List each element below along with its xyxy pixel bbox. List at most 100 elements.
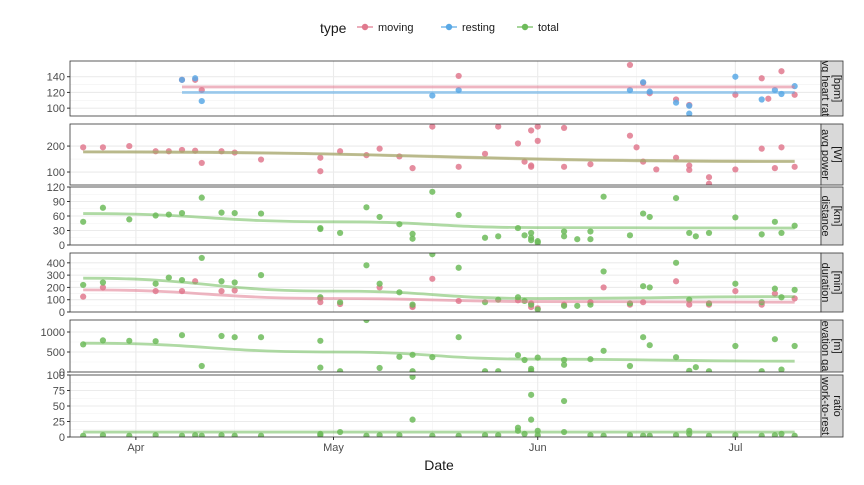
data-point-total — [409, 416, 416, 423]
data-point-total — [560, 228, 568, 235]
data-point-total — [646, 213, 653, 221]
data-point-moving — [455, 163, 462, 170]
facet-strip: duration [min] — [820, 252, 844, 313]
data-point-total — [257, 272, 265, 279]
data-point-total — [791, 342, 798, 350]
y-tick-label: 75 — [53, 386, 65, 398]
panel-background — [70, 124, 821, 185]
panel-data — [178, 61, 798, 116]
data-point-total — [495, 368, 502, 372]
data-point-total — [455, 334, 462, 341]
data-point-moving — [409, 165, 416, 172]
data-point-total — [376, 213, 383, 221]
data-point-total — [626, 362, 634, 370]
data-point-total — [521, 232, 528, 239]
trend-line-moving — [83, 288, 795, 304]
data-point-resting — [672, 99, 680, 106]
data-point-resting — [732, 73, 739, 80]
data-point-moving — [495, 124, 502, 130]
data-point-total — [732, 280, 739, 287]
panel: 0 30 60 90 120 distance [km] — [47, 182, 844, 252]
data-point-total — [732, 214, 739, 221]
y-tick-label: 30 — [53, 226, 65, 238]
data-point-total — [560, 397, 568, 405]
data-point-moving — [587, 161, 594, 168]
data-point-total — [672, 195, 680, 202]
panel-background — [70, 61, 821, 116]
strip-label: avg heart rate — [819, 55, 831, 123]
y-tick-label: 200 — [47, 141, 65, 153]
facet-strip: elevation gain [m] — [820, 319, 844, 373]
data-point-moving — [429, 275, 436, 282]
data-point-moving — [778, 144, 785, 151]
data-point-total — [218, 332, 225, 340]
data-point-total — [409, 375, 416, 380]
legend-title: type — [320, 20, 347, 36]
x-tick-label: May — [323, 442, 344, 454]
data-point-total — [429, 432, 436, 437]
strip-label: distance — [819, 196, 831, 237]
data-point-total — [363, 320, 370, 324]
data-point-total — [178, 432, 186, 437]
y-tick-label: 100 — [47, 103, 65, 115]
legend-key-point — [361, 23, 369, 31]
data-point-resting — [178, 76, 186, 83]
data-point-total — [80, 281, 87, 289]
data-point-total — [705, 229, 713, 237]
data-point-total — [455, 264, 462, 271]
data-point-total — [257, 432, 265, 437]
strip-label: [bpm] — [831, 75, 843, 103]
data-point-total — [99, 279, 107, 286]
data-point-total — [126, 337, 133, 344]
data-point-total — [231, 279, 238, 286]
data-point-total — [481, 234, 489, 241]
data-point-total — [626, 232, 634, 239]
data-point-total — [534, 239, 541, 245]
data-point-total — [600, 347, 607, 354]
data-point-moving — [218, 288, 225, 295]
data-point-moving — [231, 287, 238, 294]
y-tick-label: 200 — [47, 282, 65, 294]
data-point-total — [514, 352, 522, 359]
data-point-moving — [528, 163, 535, 170]
y-tick-label: 1000 — [41, 327, 65, 339]
data-point-total — [257, 210, 265, 217]
strip-background — [820, 123, 844, 186]
data-point-total — [778, 229, 785, 237]
strip-label: work-to-rest — [819, 376, 831, 435]
data-point-total — [198, 254, 205, 262]
data-point-total — [363, 432, 370, 437]
data-point-total — [640, 432, 647, 437]
data-point-total — [317, 364, 324, 371]
data-point-total — [732, 342, 739, 350]
trend-line-total — [83, 276, 795, 300]
data-point-resting — [758, 96, 765, 103]
y-tick-label: 500 — [47, 347, 65, 359]
y-tick-label: 0 — [59, 367, 65, 379]
data-point-moving — [771, 165, 778, 172]
data-point-total — [152, 280, 159, 287]
panel-data — [80, 375, 798, 437]
data-point-resting — [192, 75, 199, 82]
data-point-total — [409, 230, 416, 237]
x-axis: Apr May Jun Jul — [127, 437, 742, 454]
data-point-moving — [765, 95, 772, 102]
data-point-resting — [640, 79, 647, 86]
data-point-moving — [705, 174, 713, 181]
data-point-moving — [560, 163, 568, 170]
facet-strip: avg power [W] — [820, 123, 844, 186]
data-point-moving — [257, 156, 265, 163]
y-tick-label: 100 — [47, 370, 65, 382]
data-point-moving — [705, 180, 713, 185]
data-point-moving — [317, 154, 324, 161]
data-point-total — [409, 301, 416, 308]
panel: 0 500 1000 elevation gain [m] — [41, 319, 844, 379]
data-point-total — [218, 278, 225, 285]
data-point-total — [528, 301, 535, 308]
data-point-moving — [560, 124, 568, 131]
data-point-total — [80, 432, 87, 437]
legend-label: resting — [462, 22, 495, 34]
legend-label: moving — [378, 22, 413, 34]
